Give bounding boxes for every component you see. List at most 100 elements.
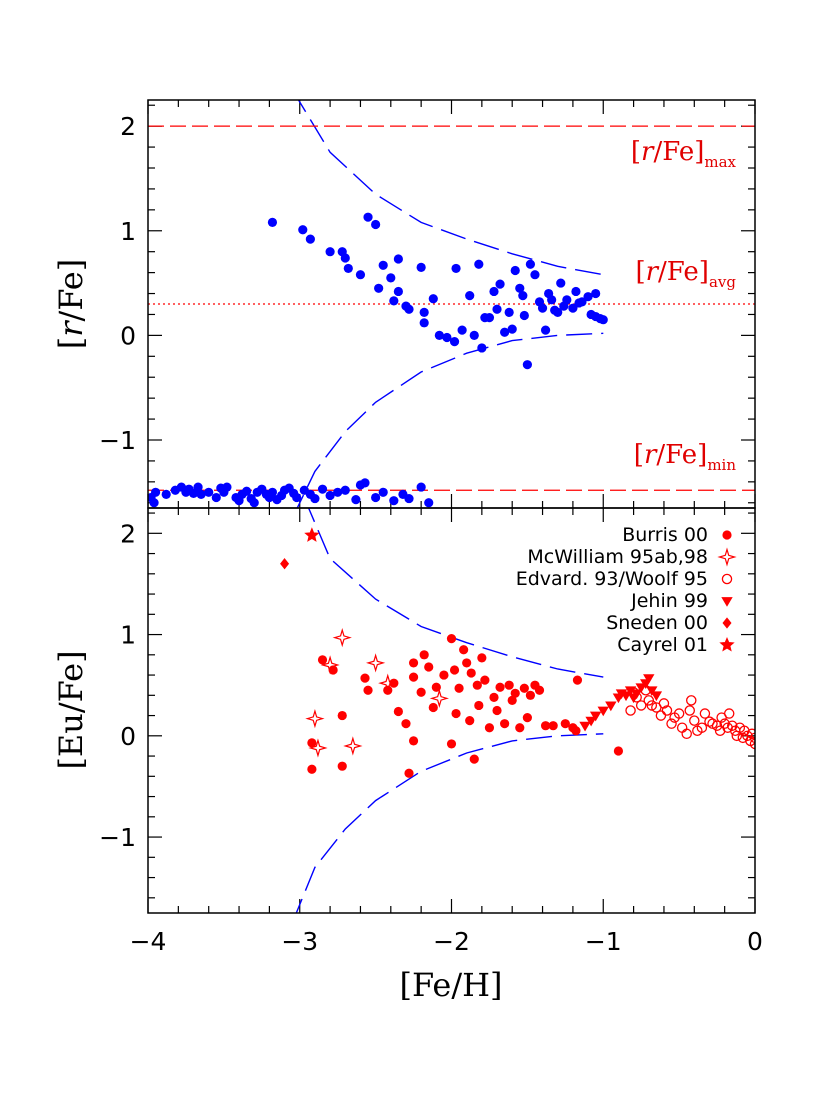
data-point: [553, 307, 563, 317]
series-0-point: [401, 719, 411, 729]
series-0-point: [540, 721, 551, 731]
series-2-point: [676, 722, 688, 733]
data-point: [404, 304, 414, 314]
series-0-point: [404, 768, 414, 778]
series-0-point: [469, 754, 479, 764]
series-0-point: [477, 653, 487, 663]
data-point: [222, 482, 232, 492]
series-0-point: [317, 655, 328, 665]
series-1-point: [429, 688, 449, 708]
data-point: [267, 217, 278, 227]
series-2-point: [696, 722, 708, 733]
series-0-point: [416, 687, 426, 697]
series-0-point: [519, 683, 529, 693]
data-point: [510, 265, 520, 276]
top-envelope-lower: [296, 332, 604, 508]
bottom-y-tick-label: −1: [99, 823, 136, 852]
x-tick-label: 0: [747, 927, 763, 956]
series-0-point: [525, 690, 536, 700]
data-point: [489, 286, 499, 297]
top-y-tick-label: 1: [120, 217, 136, 246]
legend-label-3: Jehin 99: [630, 590, 708, 612]
data-point: [525, 259, 536, 269]
data-point: [378, 487, 388, 497]
series-0-point: [534, 685, 545, 695]
data-point: [416, 262, 426, 272]
data-point: [518, 291, 528, 301]
series-3-point: [635, 683, 647, 694]
series-0-point: [522, 712, 532, 723]
data-point: [469, 330, 479, 340]
data-point: [393, 286, 403, 297]
data-point: [149, 498, 159, 508]
data-point: [386, 273, 396, 283]
data-point: [196, 489, 206, 499]
data-point: [568, 303, 578, 313]
data-point: [416, 482, 426, 492]
data-point: [325, 490, 335, 501]
data-point: [305, 234, 315, 244]
data-point: [340, 253, 350, 263]
x-tick-label: −1: [585, 927, 622, 956]
series-3-point: [650, 691, 663, 702]
series-2-point: [673, 708, 685, 719]
data-point: [351, 495, 361, 505]
legend-label-1: McWilliam 95ab,98: [527, 546, 708, 568]
top-y-tick-label: 2: [120, 112, 136, 141]
data-point: [378, 260, 388, 270]
data-point: [298, 225, 308, 235]
data-point: [389, 496, 399, 506]
series-4-point: [280, 558, 290, 570]
series-0-point: [451, 708, 461, 719]
series-2-point: [625, 705, 636, 716]
data-point: [242, 486, 252, 496]
data-point: [355, 270, 366, 280]
series-3-point: [646, 686, 658, 697]
bottom-y-axis-title: [Eu/Fe]: [52, 650, 90, 769]
data-point: [507, 324, 517, 334]
bottom-panel-frame: [147, 507, 756, 914]
data-point: [562, 295, 572, 305]
data-point: [419, 307, 429, 317]
series-0-point: [510, 688, 520, 698]
series-0-point: [328, 665, 338, 675]
rfe-max-label: [r/Fe]max: [631, 137, 737, 171]
data-point: [374, 283, 384, 293]
series-0-point: [480, 675, 490, 685]
series-0-point: [472, 680, 482, 690]
data-point: [249, 498, 259, 508]
series-0-point: [424, 662, 434, 672]
series-0-point: [446, 634, 457, 644]
series-0-point: [431, 682, 441, 692]
data-point: [449, 337, 460, 347]
bottom-envelope-upper: [307, 508, 604, 678]
series-2-point: [681, 728, 692, 740]
series-3-point: [630, 689, 643, 700]
series-0-point: [408, 672, 419, 682]
series-2-point: [643, 695, 655, 706]
series-0-point: [495, 682, 505, 692]
rfe-avg-label: [r/Fe]avg: [635, 257, 736, 291]
series-3-point: [605, 701, 617, 712]
data-point: [474, 259, 484, 269]
data-point: [577, 297, 587, 307]
data-point: [492, 304, 502, 314]
data-point: [389, 296, 399, 306]
data-point: [363, 212, 373, 222]
legend-marker-4: [722, 617, 732, 629]
series-0-point: [489, 692, 499, 702]
top-y-tick-label: −1: [99, 426, 136, 455]
series-2-point: [655, 710, 667, 721]
data-point: [317, 484, 328, 494]
series-0-point: [459, 645, 469, 655]
bottom-y-tick-label: 2: [120, 519, 136, 548]
series-0-point: [474, 700, 484, 711]
series-0-point: [446, 739, 457, 749]
top-envelope-upper: [297, 100, 604, 276]
x-tick-label: −4: [130, 927, 167, 956]
data-point: [419, 318, 429, 328]
series-1-point: [320, 655, 340, 675]
series-0-point: [504, 680, 514, 690]
series-0-point: [307, 764, 317, 774]
